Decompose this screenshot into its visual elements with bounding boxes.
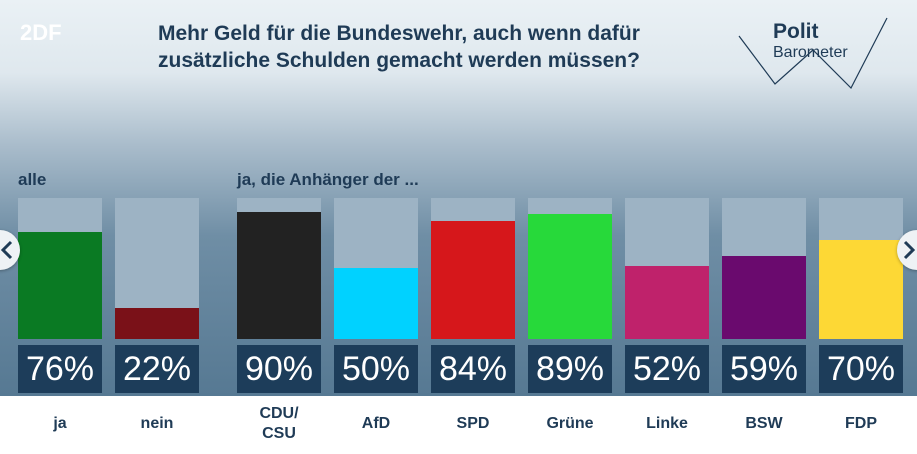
bar-track — [237, 198, 321, 339]
bar-value-label: 22% — [115, 345, 199, 393]
bar-category-label: AfD — [334, 396, 418, 452]
bar-value-label: 70% — [819, 345, 903, 393]
bar-value-label: 59% — [722, 345, 806, 393]
chart-title: Mehr Geld für die Bundeswehr, auch wenn … — [158, 20, 718, 74]
zdf-logo: 2DF — [18, 18, 86, 53]
bar-track — [431, 198, 515, 339]
politbarometer-logo: Polit Barometer — [735, 14, 895, 94]
category-text: SPD — [456, 415, 490, 432]
category-text: FDP — [845, 415, 877, 432]
bar-track — [819, 198, 903, 339]
politbarometer-zigzag-icon — [738, 17, 888, 90]
bar-category-label: BSW — [722, 396, 806, 452]
bar — [334, 268, 418, 339]
category-text: Grüne — [546, 415, 594, 432]
chevron-right-icon — [903, 240, 916, 260]
bar-value-label: 84% — [431, 345, 515, 393]
bar-track — [334, 198, 418, 339]
bar-value-label: 50% — [334, 345, 418, 393]
group-label-all: alle — [18, 170, 47, 189]
bar-category-label: Grüne — [528, 396, 612, 452]
category-text: nein — [140, 415, 174, 432]
previous-button[interactable] — [0, 230, 20, 270]
bar-category-label: FDP — [819, 396, 903, 452]
bar-track — [18, 198, 102, 339]
bar-value-label: 89% — [528, 345, 612, 393]
bar-track — [625, 198, 709, 339]
category-text: Linke — [646, 415, 688, 432]
bar — [18, 232, 102, 339]
bar-track — [722, 198, 806, 339]
bar-category-label: SPD — [431, 396, 515, 452]
next-button[interactable] — [897, 230, 917, 270]
chevron-left-icon — [0, 240, 13, 260]
bar-category-label: nein — [115, 396, 199, 452]
category-text: AfD — [361, 415, 391, 432]
bar-category-label: CDU/ CSU — [237, 396, 321, 452]
brand-name: Polit — [773, 20, 819, 43]
bar-value-label: 90% — [237, 345, 321, 393]
bar-value-label: 52% — [625, 345, 709, 393]
zdf-logo-text: 2DF — [20, 20, 62, 45]
category-text: ja — [53, 415, 67, 432]
title-line-1: Mehr Geld für die Bundeswehr, auch wenn … — [158, 22, 640, 45]
bar — [431, 221, 515, 339]
bar — [819, 240, 903, 339]
bar-category-label: Linke — [625, 396, 709, 452]
bar — [722, 256, 806, 339]
title-line-2: zusätzliche Schulden gemacht werden müss… — [158, 49, 640, 72]
bar — [237, 212, 321, 339]
bar-track — [528, 198, 612, 339]
bar-category-label: ja — [18, 396, 102, 452]
bar — [528, 214, 612, 339]
brand-subtitle: Barometer — [773, 44, 848, 61]
bar-value-label: 76% — [18, 345, 102, 393]
category-text: CDU/ CSU — [259, 405, 299, 442]
bar — [625, 266, 709, 339]
bar — [115, 308, 199, 339]
group-label-supporters: ja, die Anhänger der ... — [237, 170, 419, 189]
category-text: BSW — [745, 415, 783, 432]
bar-track — [115, 198, 199, 339]
